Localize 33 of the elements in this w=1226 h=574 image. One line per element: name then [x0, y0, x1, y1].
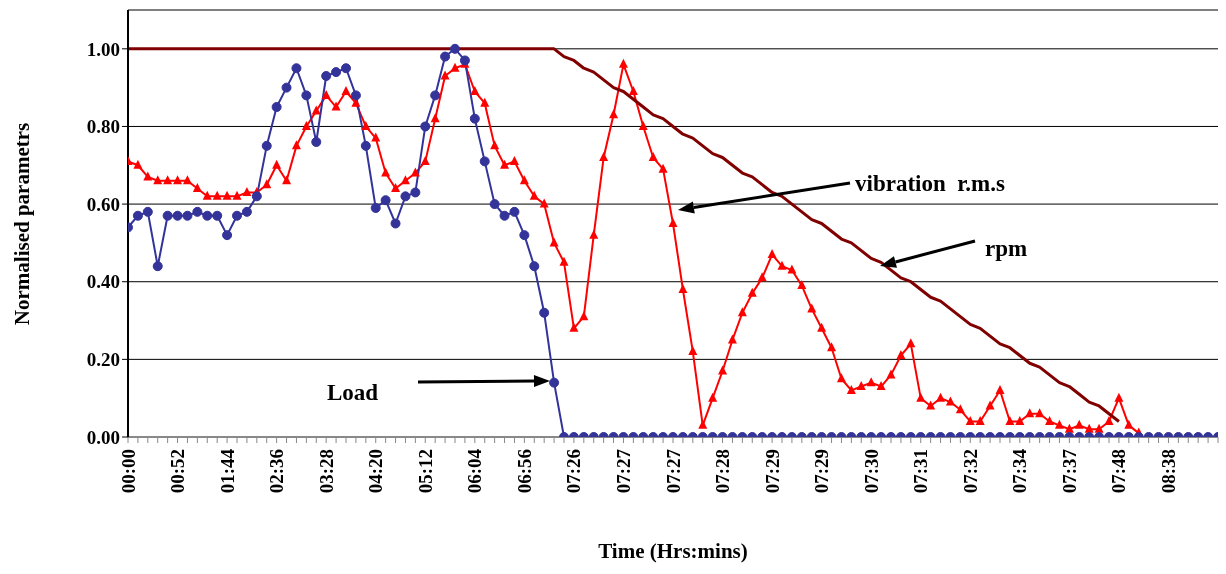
x-tick-label: 00:52 — [167, 449, 189, 494]
x-tick-label: 06:56 — [513, 449, 535, 494]
x-tick-label: 07:30 — [860, 449, 882, 494]
y-tick-label: 1.00 — [86, 38, 120, 60]
x-tick-label: 04:20 — [365, 449, 387, 494]
y-axis-title: Normalised parametrs — [10, 122, 34, 326]
x-tick-label: 07:48 — [1108, 449, 1130, 494]
x-tick-label: 07:27 — [612, 448, 634, 494]
x-tick-label: 07:34 — [1009, 448, 1031, 494]
x-tick-label: 07:31 — [910, 449, 932, 494]
x-tick-label: 07:29 — [811, 449, 833, 494]
y-tick-label: 0.80 — [86, 116, 120, 138]
x-tick-label: 03:28 — [315, 449, 337, 494]
y-tick-label: 0.20 — [86, 349, 120, 371]
x-tick-label: 01:44 — [216, 448, 238, 494]
annotation: rpm — [985, 236, 1028, 261]
x-tick-label: 07:27 — [662, 448, 684, 494]
annotation: Load — [327, 380, 379, 405]
x-tick-label: 02:36 — [266, 449, 288, 494]
y-tick-label: 0.00 — [86, 426, 120, 448]
x-axis-title: Time (Hrs:mins) — [598, 539, 748, 563]
annotation: vibration r.m.s — [855, 171, 1005, 196]
x-tick-label: 07:29 — [761, 449, 783, 494]
x-tick-label: 07:26 — [563, 449, 585, 494]
x-tick-label: 00:00 — [117, 449, 139, 494]
x-tick-label: 07:37 — [1058, 448, 1080, 494]
y-tick-label: 0.40 — [86, 271, 120, 293]
x-tick-label: 05:12 — [414, 449, 436, 494]
x-tick-label: 08:38 — [1157, 449, 1179, 494]
x-tick-label: 06:04 — [464, 448, 486, 494]
x-tick-label: 07:28 — [712, 449, 734, 494]
y-tick-label: 0.60 — [86, 193, 120, 215]
x-tick-label: 07:32 — [959, 449, 981, 494]
